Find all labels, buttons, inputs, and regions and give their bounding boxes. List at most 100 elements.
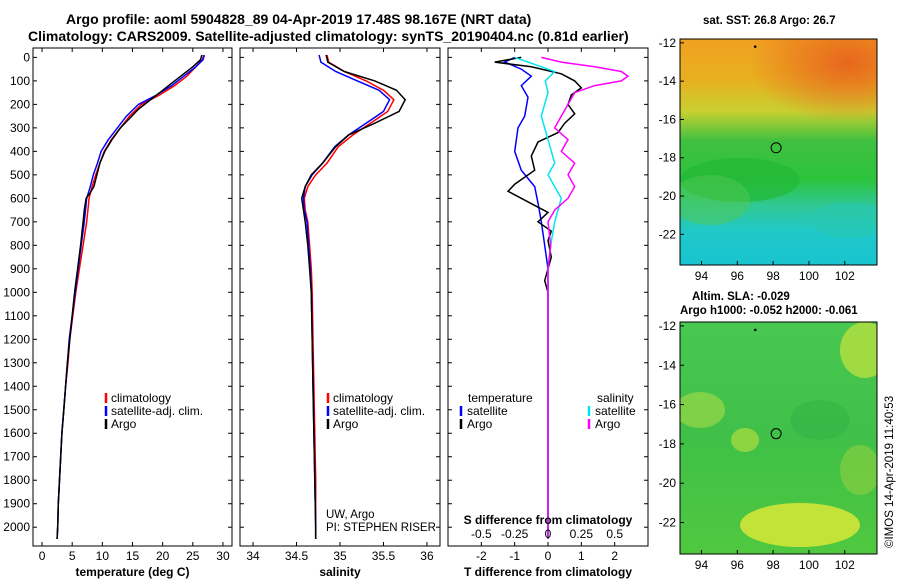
sla-heatmap: [680, 322, 877, 554]
sla_map-lon-label: 100: [799, 558, 819, 572]
sst_map-lon-label: 96: [731, 269, 745, 283]
diff-secondary-tick-label: 0.25: [570, 527, 594, 541]
diff-secondary-axis-label: S difference from climatology: [464, 513, 633, 527]
temperature-series-argo: [56, 54, 203, 540]
salinity-credit-text: PI: STEPHEN RISER: [326, 522, 436, 534]
sla_map-lat-label: -18: [659, 437, 677, 451]
sst_map-lat-label: -12: [659, 36, 677, 50]
difference-xtick-label: 0: [545, 549, 552, 563]
sla-high-west: [680, 392, 725, 428]
depth-tick-label: 1900: [3, 497, 30, 511]
sst_map-lat-label: -16: [659, 112, 677, 126]
difference-xtick-label: 2: [611, 549, 618, 563]
salinity-xtick-label: 34: [246, 549, 260, 563]
depth-tick-label: 1000: [3, 285, 30, 299]
difference-series-salinity-satellite: [514, 56, 563, 539]
sla_map-lat-label: -16: [659, 398, 677, 412]
temperature-xtick-label: 25: [186, 549, 200, 563]
depth-tick-label: 1200: [3, 332, 30, 346]
depth-tick-label: 1800: [3, 473, 30, 487]
salinity-series-climatology: [303, 54, 395, 539]
sla_map-float-track-dot: [753, 328, 757, 332]
temperature-xtick-label: 10: [96, 549, 110, 563]
depth-tick-label: 200: [10, 97, 30, 111]
depth-tick-label: 100: [10, 74, 30, 88]
salinity-xtick-label: 35.5: [372, 549, 396, 563]
sla_map-lat-label: -14: [659, 358, 677, 372]
temperature-series-climatology: [56, 54, 205, 540]
diff-secondary-tick-label: 0.5: [606, 527, 623, 541]
difference-series-temperature-argo: [494, 56, 583, 539]
sla_map-argo-location-marker: [770, 428, 782, 440]
sla_map-lon-label: 96: [731, 558, 745, 572]
salinity-credit-text: UW, Argo: [326, 509, 375, 521]
salinity-legend-label: Argo: [333, 417, 359, 431]
difference-xtick-label: -1: [509, 549, 520, 563]
temperature-xtick-label: 0: [39, 549, 46, 563]
salinity-series-argo: [300, 54, 407, 539]
difference-xtick-label: -2: [476, 549, 487, 563]
sst-heatmap: [680, 39, 877, 265]
depth-tick-label: 1400: [3, 379, 30, 393]
diff-legend-salinity-title: salinity: [597, 391, 634, 405]
temperature-xtick-label: 5: [69, 549, 76, 563]
depth-tick-label: 500: [10, 168, 30, 182]
sst_map-lon-label: 100: [799, 269, 819, 283]
sla_map-lat-label: -20: [659, 476, 677, 490]
depth-tick-label: 300: [10, 121, 30, 135]
sst_map-lat-label: -20: [659, 189, 677, 203]
sla-high-ne: [840, 322, 877, 378]
temperature-plot-frame: [32, 47, 233, 547]
salinity-xtick-label: 35: [333, 549, 347, 563]
diff-secondary-tick-label: 0: [545, 527, 552, 541]
temperature-legend-label: Argo: [111, 417, 137, 431]
depth-tick-label: 1500: [3, 403, 30, 417]
sst_map-lat-label: -22: [659, 227, 677, 241]
depth-tick-label: 1100: [4, 309, 30, 323]
temperature-xtick-label: 15: [126, 549, 140, 563]
diff-secondary-tick-label: -0.25: [501, 527, 529, 541]
sla_map-lon-label: 102: [835, 558, 855, 572]
salinity-xlabel: salinity: [319, 565, 361, 579]
salinity-plot-frame: [239, 47, 441, 547]
sla_map-lon-label: 94: [695, 558, 709, 572]
sla-high-east: [840, 445, 877, 495]
depth-tick-label: 800: [10, 238, 30, 252]
sla-high-center: [731, 428, 759, 452]
depth-tick-label: 1700: [3, 450, 30, 464]
salinity-legend-label: climatology: [333, 391, 393, 405]
imos-timestamp-label: ©IMOS 14-Apr-2019 11:40:53: [884, 396, 896, 548]
salinity-series-satellite-adj-clim-: [302, 54, 391, 539]
diff-secondary-tick-label: -0.5: [471, 527, 492, 541]
sla_map-lon-label: 98: [766, 558, 780, 572]
sst_map-lon-label: 102: [835, 269, 855, 283]
sla_map-lat-label: -12: [659, 319, 677, 333]
sst-warm-patch: [680, 39, 877, 159]
sst_map-lon-label: 94: [695, 269, 709, 283]
temperature-legend-label: satellite-adj. clim.: [111, 404, 203, 418]
salinity-xtick-label: 34.5: [285, 549, 309, 563]
sst_map-argo-location-marker: [770, 142, 782, 154]
sst-cyan-patch: [810, 202, 877, 238]
depth-tick-label: 2000: [3, 520, 30, 534]
chart-title-line1: Argo profile: aoml 5904828_89 04-Apr-201…: [66, 11, 532, 27]
sla_map-lat-label: -22: [659, 516, 677, 530]
difference-xlabel: T difference from climatology: [464, 565, 632, 579]
depth-tick-label: 600: [10, 191, 30, 205]
sla_map-frame: [679, 321, 878, 555]
difference-xtick-label: 1: [578, 549, 585, 563]
diff-temperature-legend-label: satellite: [467, 404, 508, 418]
diff-temperature-legend-label: Argo: [467, 417, 493, 431]
sla-map-subtitle: Argo h1000: -0.052 h2000: -0.061: [680, 305, 858, 317]
difference-series-temperature-satellite: [502, 56, 549, 539]
diff-salinity-legend-label: Argo: [595, 417, 621, 431]
sst-mid-patch: [680, 175, 750, 225]
diff-legend-temperature-title: temperature: [468, 391, 533, 405]
sst_map-lat-label: -18: [659, 151, 677, 165]
temperature-legend-label: climatology: [111, 391, 171, 405]
sst_map-frame: [679, 38, 878, 266]
diff-salinity-legend-label: satellite: [595, 404, 636, 418]
temperature-series-satellite-adj-clim-: [56, 54, 206, 540]
sla-high-south: [740, 503, 860, 547]
